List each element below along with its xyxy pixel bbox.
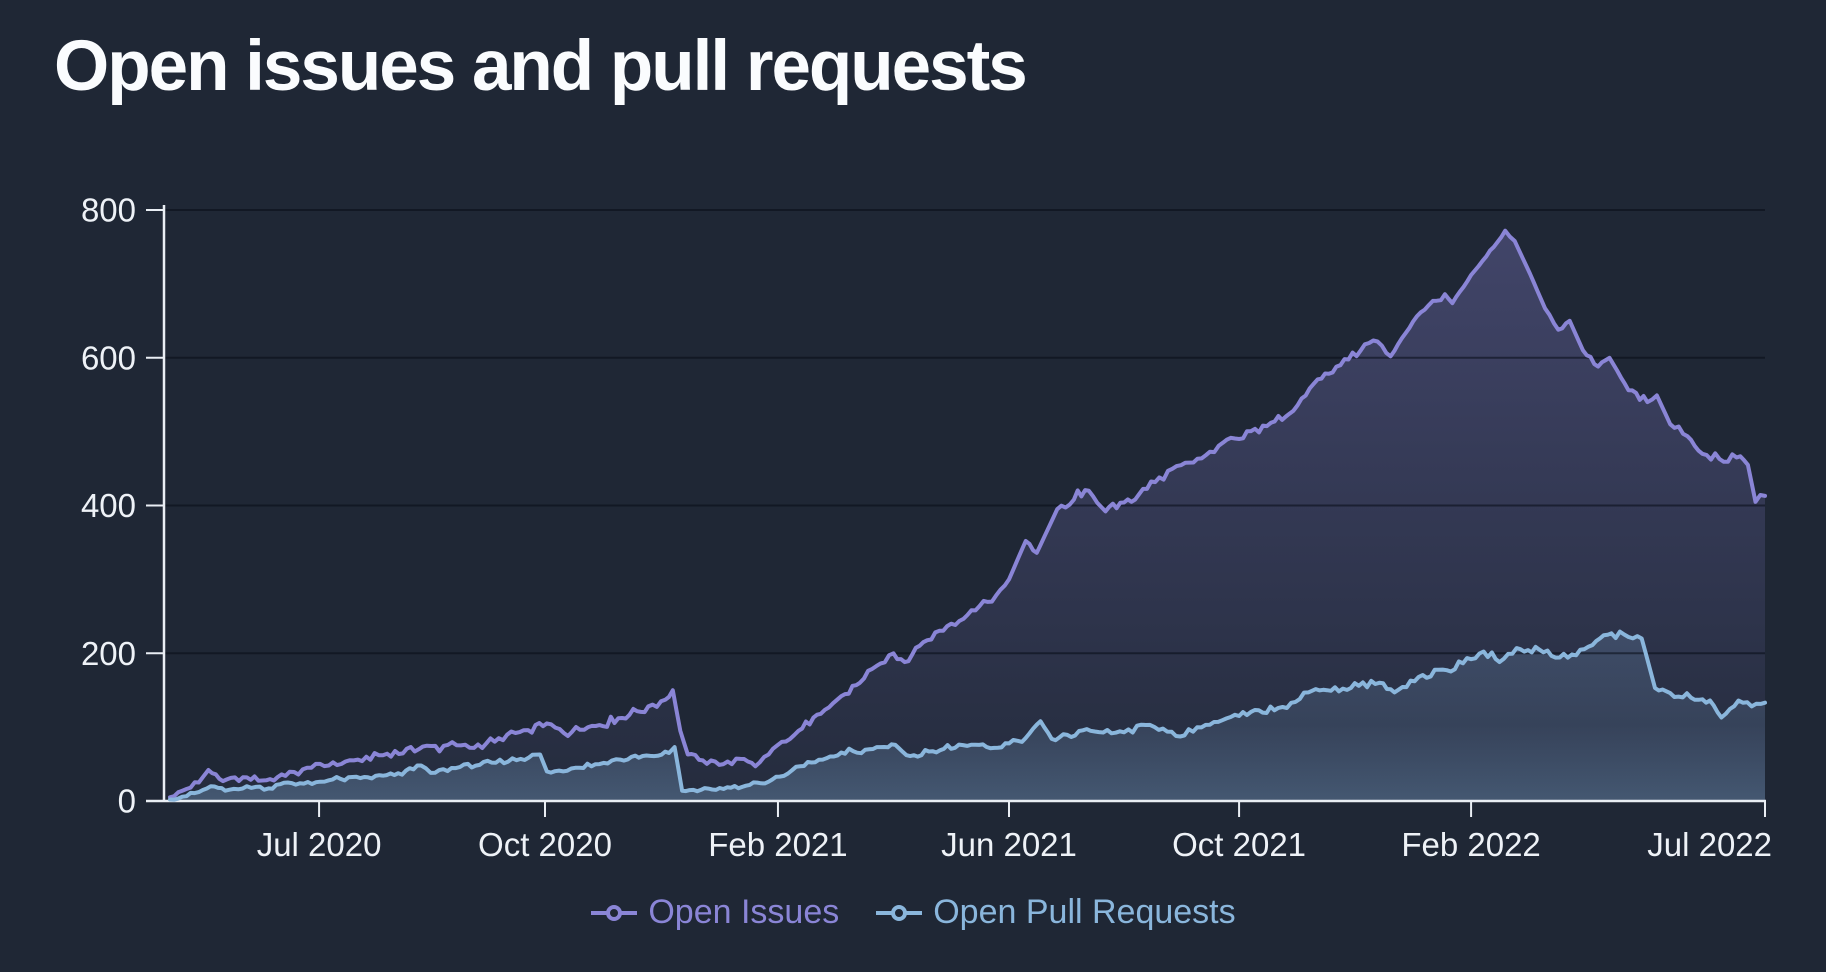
open-pull-requests-area: [170, 631, 1765, 801]
y-tick-label-0: 0: [118, 783, 136, 820]
y-tick-label-200: 200: [81, 635, 136, 672]
legend-label-open-issues: Open Issues: [648, 893, 840, 931]
x-tick-label-Oct 2021: Oct 2021: [1172, 826, 1306, 863]
open-issues-line: [168, 228, 1767, 800]
y-tick-label-600: 600: [81, 339, 136, 376]
open-issues-line-marker-icon: [591, 904, 638, 921]
legend-label-open-pull-requests: Open Pull Requests: [933, 893, 1236, 931]
x-tick-label-Feb 2021: Feb 2021: [708, 826, 847, 863]
x-tick-label-Feb 2022: Feb 2022: [1401, 826, 1540, 863]
y-tick-label-800: 800: [81, 192, 136, 229]
open-pull-requests-line-marker-icon: [876, 904, 923, 921]
x-tick-label-Jul 2020: Jul 2020: [257, 826, 382, 863]
open-pull-requests-line: [168, 629, 1767, 802]
open-issues-area: [170, 230, 1765, 801]
page-title: Open issues and pull requests: [54, 27, 1028, 106]
legend-item-open-pull-requests[interactable]: Open Pull Requests: [875, 893, 1236, 932]
x-tick-label-Jul 2022: Jul 2022: [1647, 826, 1772, 863]
x-tick-label-Oct 2020: Oct 2020: [478, 826, 612, 863]
chart-legend: Open Issues Open Pull Requests: [0, 893, 1826, 932]
x-tick-label-Jun 2021: Jun 2021: [941, 826, 1077, 863]
legend-item-open-issues[interactable]: Open Issues: [590, 893, 839, 932]
y-tick-label-400: 400: [81, 487, 136, 524]
